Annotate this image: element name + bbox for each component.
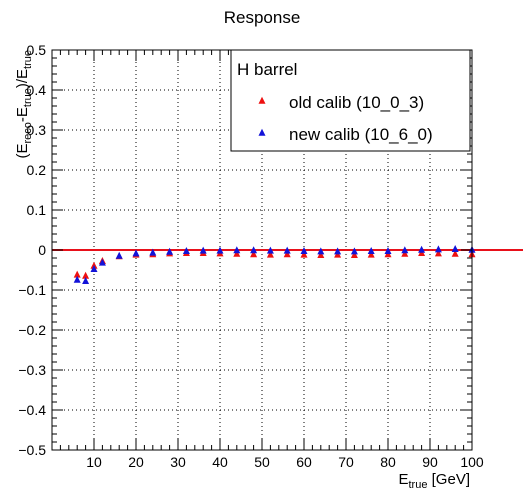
x-tick-label: 80 xyxy=(380,454,396,470)
y-tick-label: −0.3 xyxy=(18,362,46,378)
x-tick-label: 20 xyxy=(128,454,144,470)
x-tick-label: 70 xyxy=(338,454,354,470)
data-point xyxy=(435,245,442,252)
legend-entry: old calib (10_0_3) xyxy=(289,93,424,112)
x-tick-label: 10 xyxy=(86,454,102,470)
y-tick-label: 0.2 xyxy=(27,162,47,178)
x-tick-label: 90 xyxy=(422,454,438,470)
x-tick-label: 100 xyxy=(460,454,484,470)
y-tick-label: −0.2 xyxy=(18,322,46,338)
y-tick-label: 0 xyxy=(38,242,46,258)
y-tick-label: −0.1 xyxy=(18,282,46,298)
legend: H barrel old calib (10_0_3)new calib (10_… xyxy=(231,50,470,151)
legend-title: H barrel xyxy=(237,60,297,79)
y-tick-label: 0.1 xyxy=(27,202,47,218)
data-point xyxy=(452,245,459,252)
x-tick-label: 40 xyxy=(212,454,228,470)
x-tick-label: 30 xyxy=(170,454,186,470)
y-tick-label: −0.5 xyxy=(18,442,46,458)
legend-entry: new calib (10_6_0) xyxy=(289,125,433,144)
chart-title: Response xyxy=(224,8,301,27)
x-tick-label: 50 xyxy=(254,454,270,470)
x-axis-label: Etrue [GeV] xyxy=(398,471,470,491)
data-point xyxy=(166,248,173,255)
x-tick-label: 60 xyxy=(296,454,312,470)
data-point xyxy=(116,252,123,259)
y-tick-label: −0.4 xyxy=(18,402,46,418)
y-axis-label: (Ereco-Etrue)/Etrue xyxy=(14,50,34,159)
